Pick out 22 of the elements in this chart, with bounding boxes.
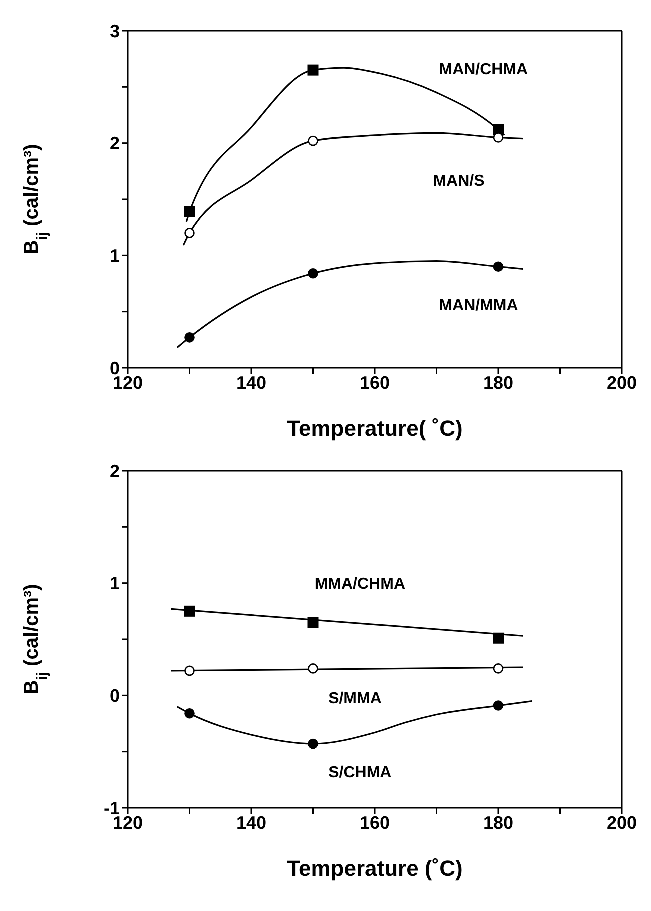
x-tick-label: 180	[483, 812, 514, 833]
annotation: MAN/S	[433, 172, 486, 190]
y-tick-label: 2	[110, 461, 120, 482]
annotation: S/CHMA	[328, 764, 392, 782]
y-tick-label: 2	[110, 134, 120, 154]
x-tick-label: 180	[483, 372, 514, 393]
x-tick-label: 160	[360, 372, 390, 393]
x-tick-label: 200	[606, 812, 638, 833]
annotation: S/MMA	[328, 690, 382, 708]
annotation: MMA/CHMA	[314, 576, 406, 593]
y-tick-label: 3	[110, 21, 120, 42]
x-tick-label: 160	[360, 812, 390, 833]
x-tick-label: 140	[236, 812, 267, 833]
y-tick-label: 1	[110, 574, 120, 594]
y-tick-label: 1	[110, 246, 120, 266]
y-tick-label: 0	[110, 686, 120, 706]
x-tick-label: 200	[606, 372, 638, 393]
x-axis-title: Temperature (˚C)	[287, 856, 463, 881]
annotation: MAN/MMA	[439, 298, 519, 315]
x-tick-label: 140	[236, 372, 267, 393]
annotation: MAN/CHMA	[439, 62, 529, 79]
x-axis-title: Temperature( ˚C)	[287, 416, 463, 441]
